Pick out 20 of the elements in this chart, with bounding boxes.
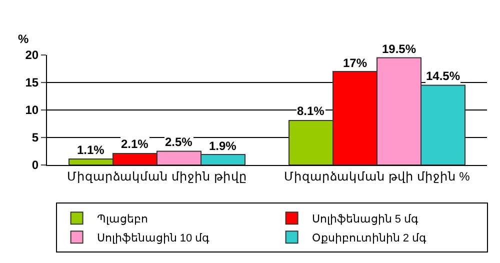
y-tick-label: 0 xyxy=(32,158,39,172)
y-tick-label: 10 xyxy=(25,103,39,118)
data-label: 1.1% xyxy=(77,143,105,157)
y-tick-label: 5 xyxy=(32,130,39,145)
data-label: 1.9% xyxy=(209,139,237,153)
y-axis-title: % xyxy=(18,32,29,46)
data-label: 19.5% xyxy=(382,42,416,56)
data-label: 14.5% xyxy=(426,69,460,83)
legend-label: Սոլիֆենացին 5 մգ xyxy=(312,213,420,226)
legend-label: Սոլիֆենացին 10 մգ xyxy=(96,232,210,244)
data-label: 8.1% xyxy=(297,104,325,118)
y-tick-label: 20 xyxy=(25,48,39,62)
legend-label: Օքսիբուտինին 2 մգ xyxy=(312,232,428,244)
x-tick-label: Միզարձակման միջին թիվը xyxy=(67,169,247,184)
legend-label: Պլացեբո xyxy=(96,213,148,226)
data-label: 17% xyxy=(343,56,368,70)
data-label: 2.5% xyxy=(165,135,193,149)
data-label: 2.1% xyxy=(121,137,149,151)
y-tick-label: 15 xyxy=(25,76,39,90)
x-tick-label: Միզարձակման թվի միջին % xyxy=(284,169,470,184)
